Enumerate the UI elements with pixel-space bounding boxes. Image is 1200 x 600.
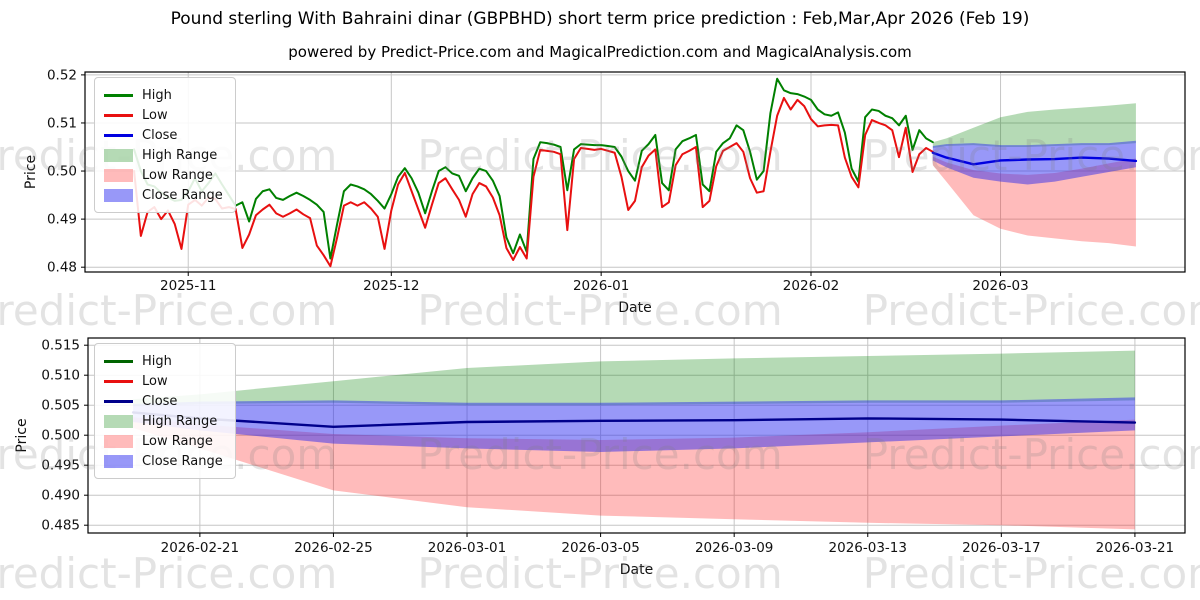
chart-subtitle: powered by Predict-Price.com and Magical…: [288, 43, 912, 61]
legend-label: Low Range: [142, 433, 213, 449]
high-line-swatch: [104, 359, 133, 363]
svg-text:Price: Price: [14, 418, 30, 452]
high-range-swatch: [104, 414, 133, 428]
top-chart: 2025-11 2025-12 2026-01 2026-02 2026-03 0.48 0…: [23, 67, 1186, 316]
legend-label: High Range: [142, 413, 218, 429]
svg-text:2026-03-09: 2026-03-09: [695, 540, 773, 556]
svg-text:Date: Date: [620, 562, 653, 578]
legend-label: Close Range: [142, 187, 223, 203]
high-range-swatch: [104, 148, 133, 162]
legend-item: Close: [104, 125, 223, 145]
svg-text:0.510: 0.510: [41, 368, 80, 384]
svg-text:2026-03-13: 2026-03-13: [829, 540, 907, 556]
svg-text:Price: Price: [23, 155, 39, 189]
svg-text:0.51: 0.51: [47, 115, 77, 131]
legend-item: Low Range: [104, 165, 223, 185]
close-range-swatch: [104, 188, 133, 202]
legend-item: Low Range: [104, 431, 223, 451]
svg-text:2025-11: 2025-11: [160, 278, 216, 294]
bottom-chart: 2026-02-21 2026-02-25 2026-03-01 2026-03-05…: [14, 337, 1186, 578]
svg-text:0.49: 0.49: [47, 212, 77, 228]
legend-item: Low: [104, 371, 223, 391]
legend-item: Close: [104, 391, 223, 411]
legend-label: Close Range: [142, 453, 223, 469]
legend-label: Low Range: [142, 167, 213, 183]
low-line-swatch: [104, 379, 133, 383]
svg-text:2026-01: 2026-01: [573, 278, 629, 294]
legend-item: High Range: [104, 145, 223, 165]
svg-text:0.50: 0.50: [47, 164, 77, 180]
svg-text:2026-02-21: 2026-02-21: [161, 540, 239, 556]
svg-text:0.495: 0.495: [41, 458, 80, 474]
close-line-swatch: [104, 399, 133, 403]
legend-label: High: [142, 87, 172, 103]
legend-item: High: [104, 85, 223, 105]
legend-item: High Range: [104, 411, 223, 431]
high-line-swatch: [104, 93, 133, 97]
legend-item: Low: [104, 105, 223, 125]
svg-text:0.485: 0.485: [41, 518, 80, 534]
legend-label: Low: [142, 107, 168, 123]
svg-text:2026-02-25: 2026-02-25: [294, 540, 372, 556]
legend-top: High Low Close High Range Low Range Clos…: [94, 77, 236, 213]
svg-text:Date: Date: [618, 300, 651, 316]
svg-text:2026-03-05: 2026-03-05: [561, 540, 639, 556]
svg-text:2026-03-17: 2026-03-17: [962, 540, 1040, 556]
svg-text:2026-03-21: 2026-03-21: [1096, 540, 1174, 556]
svg-text:2026-02: 2026-02: [783, 278, 839, 294]
svg-text:0.500: 0.500: [41, 428, 80, 444]
svg-text:0.48: 0.48: [47, 260, 77, 276]
legend-item: High: [104, 351, 223, 371]
close-range-swatch: [104, 454, 133, 468]
svg-text:2026-03: 2026-03: [972, 278, 1028, 294]
close-line-swatch: [104, 133, 133, 137]
svg-text:0.490: 0.490: [41, 488, 80, 504]
low-range-swatch: [104, 434, 133, 448]
low-range-swatch: [104, 168, 133, 182]
svg-text:0.505: 0.505: [41, 398, 80, 414]
chart-title: Pound sterling With Bahraini dinar (GBPB…: [170, 9, 1030, 29]
legend-item: Close Range: [104, 451, 223, 471]
svg-text:2026-03-01: 2026-03-01: [428, 540, 506, 556]
svg-text:0.515: 0.515: [41, 338, 80, 354]
legend-item: Close Range: [104, 185, 223, 205]
legend-label: High: [142, 353, 172, 369]
legend-label: Close: [142, 393, 178, 409]
svg-text:2025-12: 2025-12: [363, 278, 419, 294]
legend-label: High Range: [142, 147, 218, 163]
legend-label: Low: [142, 373, 168, 389]
legend-label: Close: [142, 127, 178, 143]
svg-text:0.52: 0.52: [47, 67, 77, 83]
legend-bottom: High Low Close High Range Low Range Clos…: [94, 343, 236, 479]
low-line-swatch: [104, 113, 133, 117]
